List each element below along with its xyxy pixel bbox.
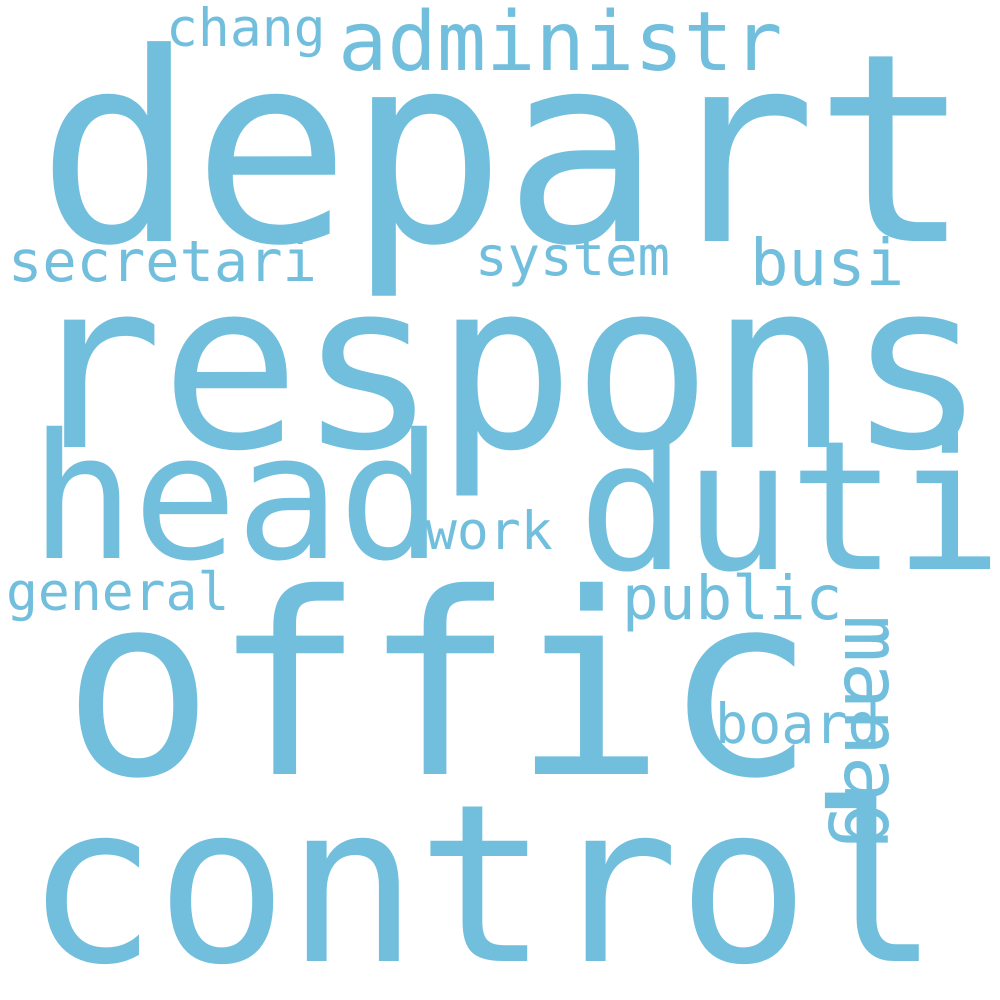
word-administr: administr	[338, 0, 783, 90]
word-board: board	[715, 692, 881, 756]
word-head: head	[30, 397, 443, 600]
word-system: system	[475, 225, 671, 288]
word-secretari: secretari	[8, 229, 317, 295]
word-depart: depart	[37, 0, 972, 304]
word-public: public	[622, 563, 843, 634]
word-offic: offic	[62, 539, 816, 834]
word-chang: chang	[166, 0, 326, 59]
word-work: work	[425, 501, 553, 562]
word-busi: busi	[750, 227, 905, 301]
word-general: general	[6, 562, 230, 623]
word-duti: duti	[578, 403, 1000, 612]
word-respons: respons	[23, 231, 987, 502]
word-control: control	[25, 757, 940, 1000]
